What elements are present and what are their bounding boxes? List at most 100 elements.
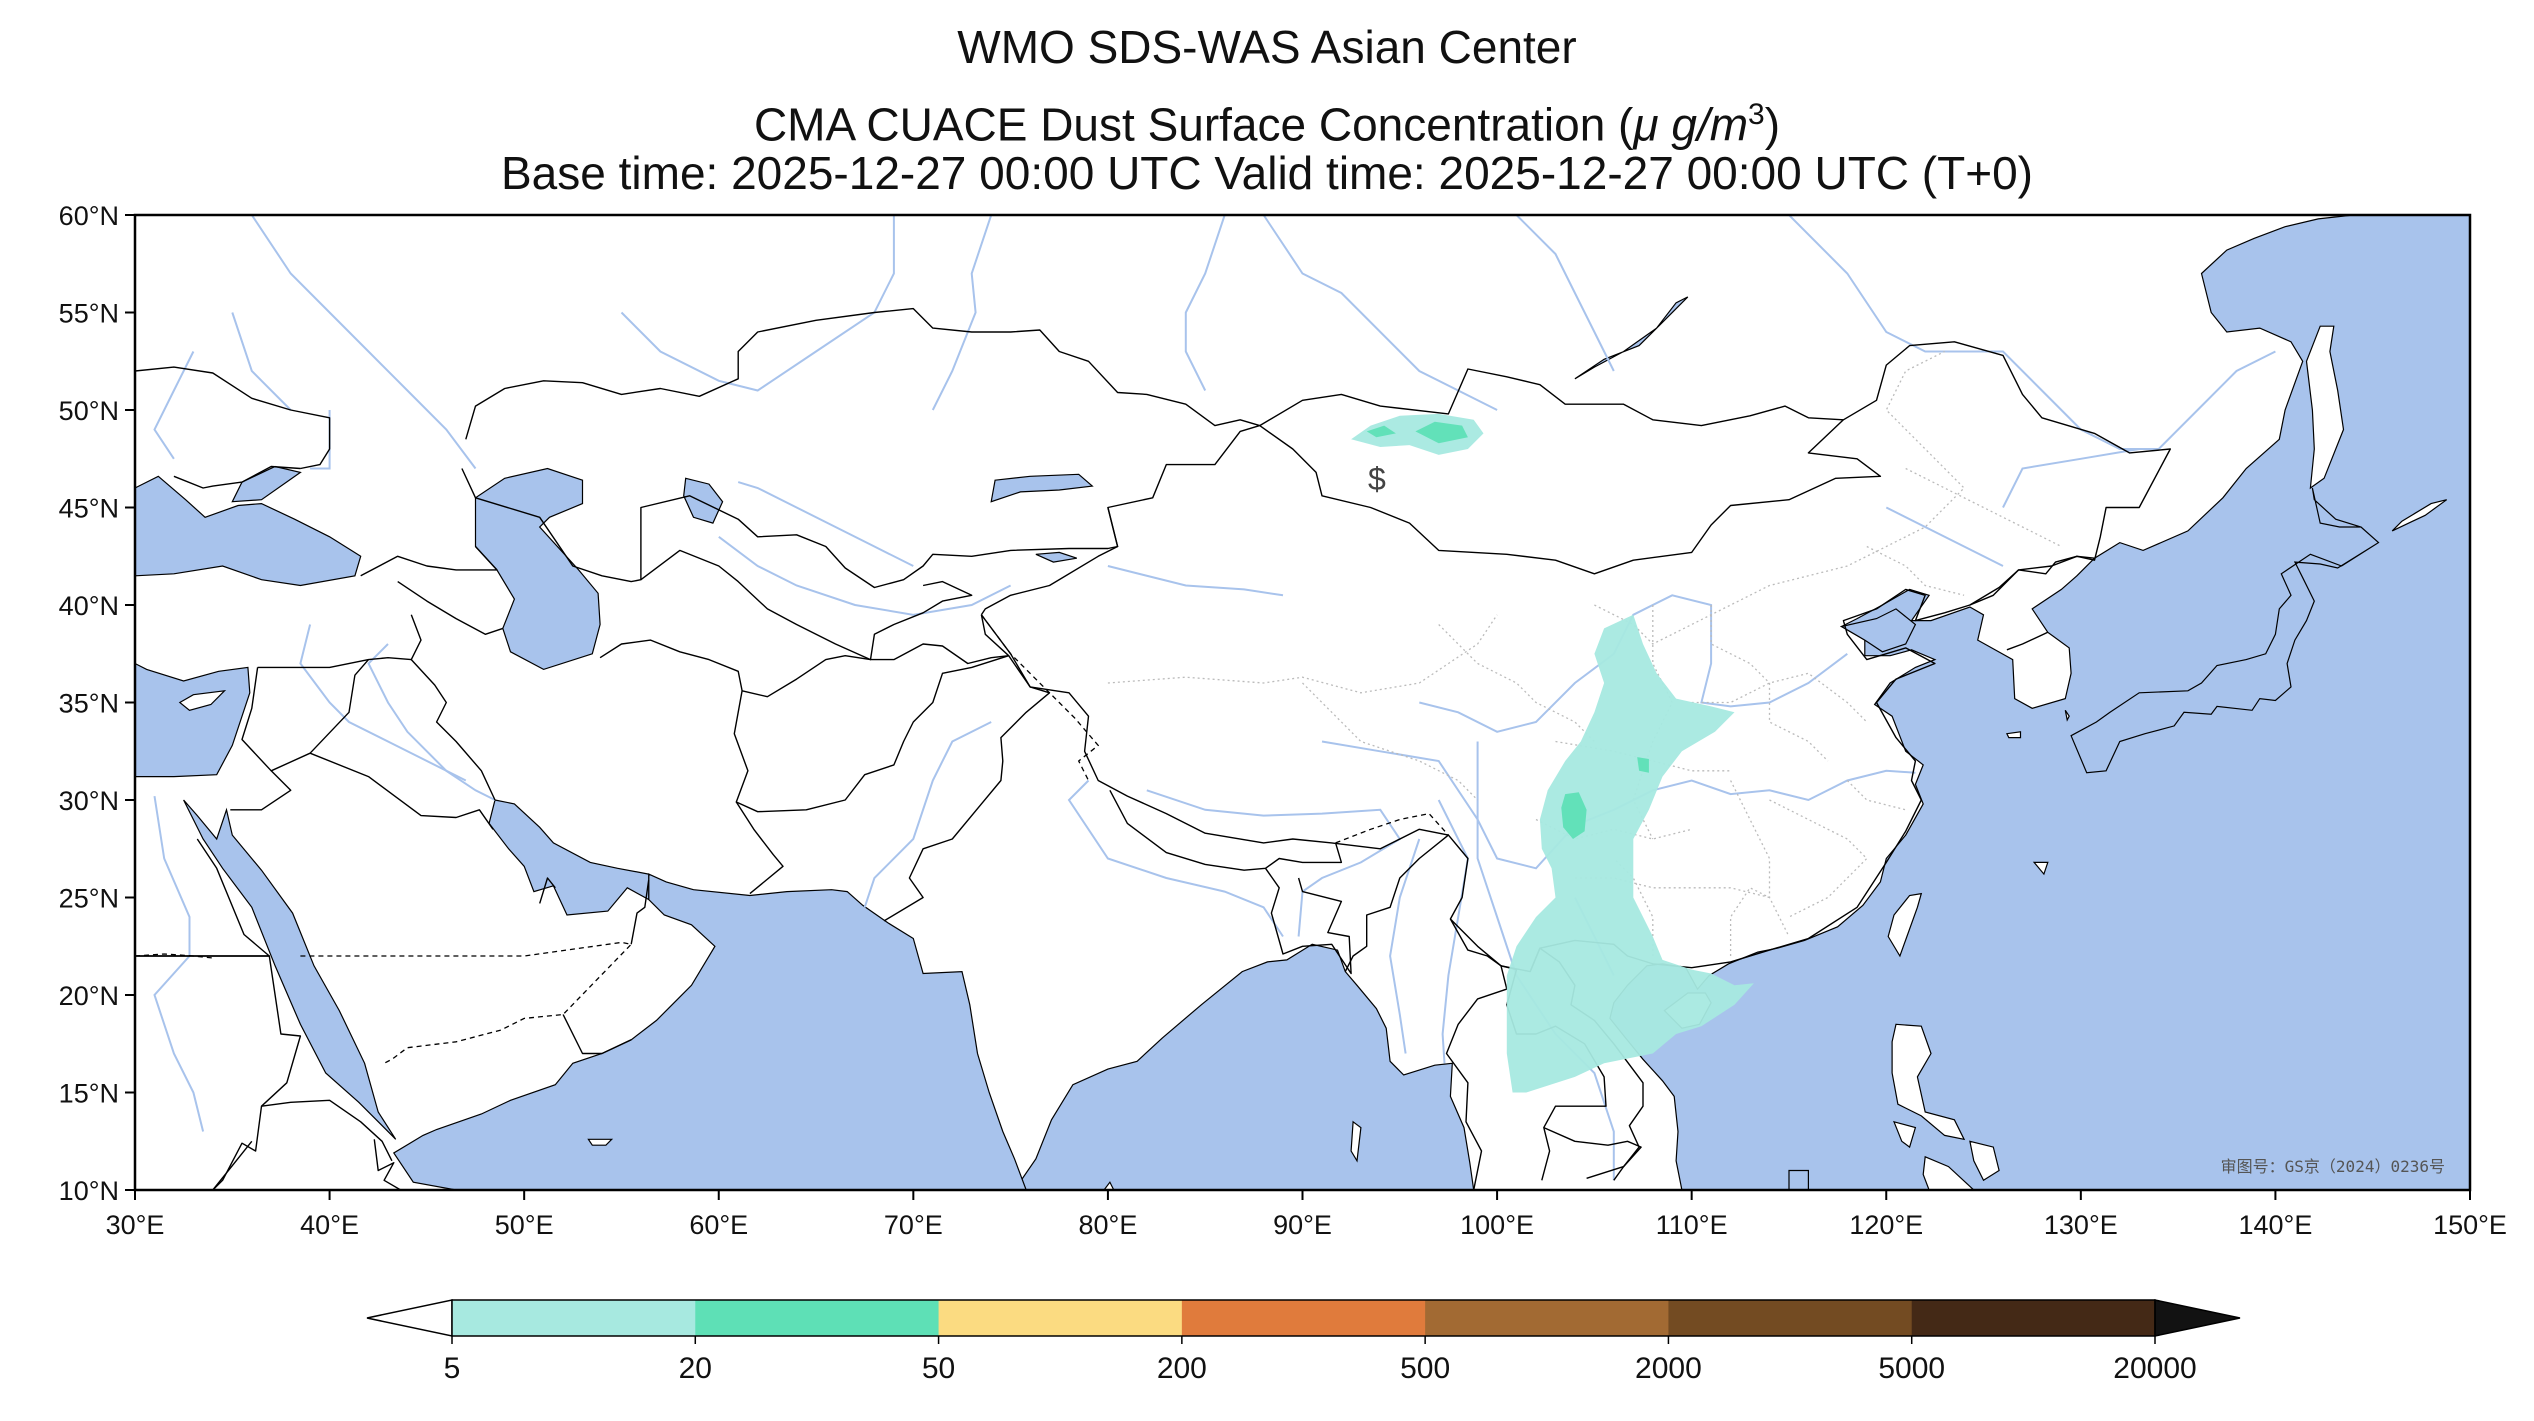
island-ryukyu (2032, 861, 2049, 876)
border-saudi-iraq-kuwait (309, 752, 494, 830)
water-aral (683, 477, 724, 524)
border-mongolia (1259, 368, 1844, 427)
lat-tick-label: 40°N (59, 591, 119, 621)
lon-tick-label: 140°E (2238, 1210, 2312, 1240)
border-china-outline (980, 341, 2172, 973)
river-13 (931, 215, 993, 411)
colorbar-tick-label: 500 (1400, 1352, 1450, 1385)
border-egypt (135, 774, 270, 957)
colorbar-tick-label: 20 (679, 1352, 712, 1385)
border-bangladesh (1264, 867, 1352, 975)
border-india-nepal-bhutan (1109, 789, 1343, 871)
water-bohai-extra (1839, 608, 1917, 653)
water-red-sea (183, 799, 397, 1140)
water-balkhash (990, 473, 1094, 503)
lat-tick-label: 45°N (59, 494, 119, 524)
colorbar-tick-label: 20000 (2113, 1352, 2196, 1385)
lon-tick-label: 150°E (2433, 1210, 2507, 1240)
island-sri-lanka-n (1103, 1181, 1115, 1190)
colorbar-frame (451, 1299, 2156, 1337)
lon-tick-label: 40°E (300, 1210, 359, 1240)
lat-tick-label: 25°N (59, 884, 119, 914)
river-19 (1885, 506, 2004, 567)
province-boundary-12 (1905, 467, 2062, 548)
map-marker-symbol: $ (1368, 461, 1386, 497)
province-boundary-13 (1594, 350, 1966, 645)
axis-ticks: 30°E 40°E 50°E 60°E 70°E 80°E 90°E 100°E 110°E 12… (59, 201, 2507, 1240)
water-black-sea (135, 475, 362, 587)
island-sakhalin-s (2305, 325, 2345, 490)
island-andaman (1350, 1120, 1362, 1163)
colorbar-segment (1668, 1300, 1913, 1336)
province-boundary-15 (1729, 886, 1770, 956)
province-layer (1107, 350, 2062, 956)
water-south-sea-inlet (1788, 1169, 1810, 1190)
colorbar-segment (695, 1300, 940, 1336)
lon-tick-label: 60°E (689, 1210, 748, 1240)
time-info: Base time: 2025-12-27 00:00 UTC Valid ti… (501, 147, 2033, 199)
border-uae-oman (630, 879, 650, 945)
water-azov (231, 465, 302, 503)
lat-tick-label: 10°N (59, 1176, 119, 1206)
province-boundary-9 (1769, 799, 1868, 918)
subtitle-unit: μ g/m (1633, 98, 1749, 151)
border-djibouti-somalia (373, 1139, 403, 1190)
island-samar (1969, 1140, 2000, 1182)
colorbar: 5 20 50 200 500 2000 5000 20000 (366, 1299, 2241, 1385)
dust-sichuan-core (1561, 792, 1587, 839)
lat-tick-label: 20°N (59, 981, 119, 1011)
lon-tick-label: 110°E (1656, 1210, 1728, 1240)
border-turkey-syria-iraq (257, 657, 412, 669)
lat-tick-label: 35°N (59, 689, 119, 719)
river-11 (153, 795, 205, 1132)
colorbar-under-arrow (366, 1299, 453, 1337)
river-16 (1515, 215, 1615, 372)
chart-subtitle: CMA CUACE Dust Surface Concentration (μ … (0, 88, 2534, 151)
river-23 (250, 215, 477, 470)
lon-tick-label: 80°E (1078, 1210, 1137, 1240)
border-jordan-saudi (230, 770, 292, 811)
lat-tick-label: 55°N (59, 299, 119, 329)
border-yemen-oman (562, 1014, 632, 1055)
border-sudan (135, 955, 302, 1190)
border-caucasus (360, 546, 498, 577)
lat-tick-label: 50°N (59, 396, 119, 426)
island-luzon (1891, 1023, 1966, 1141)
subtitle-unit-exponent: 3 (1748, 98, 1765, 131)
subtitle-end: ) (1764, 98, 1781, 151)
island-tsushima (2064, 709, 2070, 722)
subtitle-main: CMA CUACE Dust Surface Concentration ( (753, 98, 1634, 151)
river-26 (231, 312, 292, 411)
river-18 (2002, 448, 2140, 508)
province-boundary-2 (1438, 624, 1595, 742)
border-turkm-iran (599, 639, 871, 698)
dust-chongqing-core (1637, 757, 1649, 773)
river-12 (620, 215, 895, 392)
river-layer (153, 215, 2276, 1181)
river-9 (367, 643, 496, 801)
colorbar-segment (452, 1300, 696, 1336)
lat-tick-label: 15°N (59, 1079, 119, 1109)
province-boundary-6 (1691, 672, 1868, 723)
island-taiwan (1887, 892, 1923, 958)
river-4 (863, 721, 992, 908)
colorbar-segment (938, 1300, 1183, 1336)
border-ethiopia-s (212, 1140, 253, 1190)
chart-title: WMO SDS-WAS Asian Center (957, 21, 1577, 73)
lat-tick-label: 30°N (59, 786, 119, 816)
lon-tick-label: 70°E (884, 1210, 943, 1240)
river-22 (1107, 565, 1284, 597)
water-layer (135, 215, 2470, 1190)
dust-layer (1351, 413, 1754, 1093)
river-14 (1184, 215, 1226, 391)
colorbar-segment (1911, 1300, 2156, 1336)
border-layer (135, 307, 2172, 1190)
river-2 (1146, 789, 1402, 937)
lon-tick-label: 130°E (2044, 1210, 2118, 1240)
dust-china-central-south (1506, 614, 1754, 1093)
colorbar-segment (1425, 1300, 1669, 1336)
colorbar-tick-label: 5000 (1878, 1352, 1945, 1385)
border-afghan-pak (733, 655, 1009, 813)
lat-tick-label: 60°N (59, 201, 119, 231)
